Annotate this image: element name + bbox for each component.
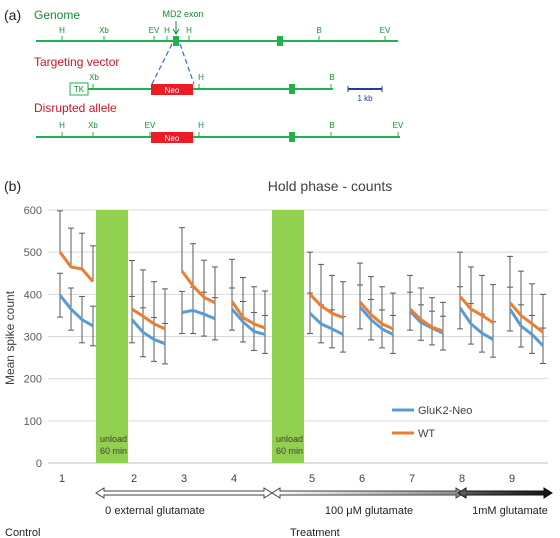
panel-a-label: (a) <box>4 7 21 23</box>
unload-label: unload <box>100 434 127 444</box>
unload-bar <box>96 210 128 463</box>
series-line-wt <box>508 301 544 334</box>
treatment-label-2: 1mM glutamate <box>472 505 548 517</box>
site-label: H <box>59 121 65 130</box>
x-tick-label: 6 <box>359 473 365 485</box>
y-axis-label: Mean spike count <box>3 290 17 385</box>
projection-line-left <box>151 43 173 85</box>
series-line-gluk2 <box>181 308 216 321</box>
neo-label: Neo <box>165 86 180 95</box>
targeting-label: Targeting vector <box>34 55 119 69</box>
treatment-arrow-0 <box>95 487 273 499</box>
genome-exon <box>173 36 179 46</box>
legend: GluK2-Neo WT <box>392 405 472 440</box>
treatment-arrow-1 <box>271 487 465 499</box>
targeting-sites: Xb H B <box>89 73 335 89</box>
x-tick-label: 8 <box>459 473 465 485</box>
y-tick-label: 100 <box>24 416 42 428</box>
series-line-wt <box>230 300 266 330</box>
x-tick-label: 7 <box>409 473 415 485</box>
series-line-wt <box>358 300 394 331</box>
series-line-gluk2 <box>58 294 94 328</box>
site-label: EV <box>393 121 404 130</box>
y-axis-ticks: 0 100 200 300 400 500 600 <box>24 205 42 470</box>
tk-label: TK <box>74 85 85 94</box>
site-label: H <box>198 121 204 130</box>
site-label: H <box>186 26 192 35</box>
unload-bars: unload 60 min unload 60 min <box>96 210 304 463</box>
series-line-wt <box>58 251 95 283</box>
disrupted-exon <box>289 132 295 142</box>
disrupted-sites: H Xb EV H B EV <box>59 121 404 137</box>
tk-box <box>69 82 89 96</box>
unload-label: 60 min <box>100 446 127 456</box>
genome-sites: H Xb EV H H B EV <box>59 26 391 41</box>
y-tick-label: 600 <box>24 205 42 217</box>
disrupted-label: Disrupted allele <box>34 101 117 115</box>
unload-label: 60 min <box>276 446 303 456</box>
y-tick-label: 300 <box>24 332 42 344</box>
site-label: Xb <box>88 121 98 130</box>
series-line-gluk2 <box>230 308 266 336</box>
genome-exon-2 <box>277 36 283 46</box>
site-label: Xb <box>99 26 109 35</box>
x-tick-label: 4 <box>231 473 237 485</box>
series-line-gluk2 <box>508 308 545 347</box>
control-label: Control <box>5 527 40 538</box>
series-lines <box>58 251 545 347</box>
chart-title: Hold phase - counts <box>268 178 393 194</box>
scale-label: 1 kb <box>357 94 373 103</box>
series-line-gluk2 <box>130 318 166 346</box>
series-line-wt <box>180 270 216 305</box>
series-line-wt <box>458 295 494 324</box>
neo-box-targeting <box>151 84 193 95</box>
series-line-gluk2 <box>308 312 344 336</box>
x-tick-label: 9 <box>509 473 515 485</box>
legend-label-wt: WT <box>418 428 435 440</box>
genome-label: Genome <box>34 8 80 22</box>
panel-b-label: (b) <box>4 178 21 194</box>
y-tick-label: 200 <box>24 374 42 386</box>
site-label: B <box>316 26 321 35</box>
site-label: EV <box>145 121 156 130</box>
site-label: B <box>329 121 334 130</box>
y-tick-label: 400 <box>24 289 42 301</box>
exon-label: MD2 exon <box>162 9 203 19</box>
neo-box-disrupted <box>151 132 193 143</box>
treatment-arrow-2 <box>457 487 553 499</box>
neo-label: Neo <box>165 134 180 143</box>
series-line-gluk2 <box>358 305 394 336</box>
unload-bar <box>272 210 304 463</box>
targeting-exon <box>289 84 295 94</box>
x-tick-label: 3 <box>181 473 187 485</box>
site-label: H <box>164 26 170 35</box>
x-tick-label: 2 <box>131 473 137 485</box>
projection-line-right <box>179 43 195 85</box>
x-tick-label: 1 <box>59 473 65 485</box>
panel-a: (a) Genome MD2 exon H Xb EV H H B EV Tar… <box>4 7 404 143</box>
site-label: H <box>198 73 204 82</box>
site-label: Xb <box>89 73 99 82</box>
unload-label: unload <box>276 434 303 444</box>
site-label: EV <box>149 26 160 35</box>
treatment-caption: Treatment <box>290 527 340 538</box>
treatment-label-1: 100 μM glutamate <box>325 505 413 517</box>
series-line-wt <box>131 307 166 331</box>
y-tick-label: 0 <box>36 458 42 470</box>
series-line-gluk2 <box>458 306 494 341</box>
series-line-wt <box>308 293 344 319</box>
y-tick-label: 500 <box>24 247 42 259</box>
treatment-label-0: 0 external glutamate <box>105 505 205 517</box>
site-label: H <box>59 26 65 35</box>
legend-label-gluk2: GluK2-Neo <box>418 405 472 417</box>
series-line-wt <box>408 308 444 333</box>
exon-arrow-head <box>172 28 180 35</box>
site-label: B <box>329 73 334 82</box>
site-label: EV <box>380 26 391 35</box>
x-tick-label: 5 <box>309 473 315 485</box>
x-axis-ticks: 1 2 3 4 5 6 7 8 9 <box>59 473 515 485</box>
